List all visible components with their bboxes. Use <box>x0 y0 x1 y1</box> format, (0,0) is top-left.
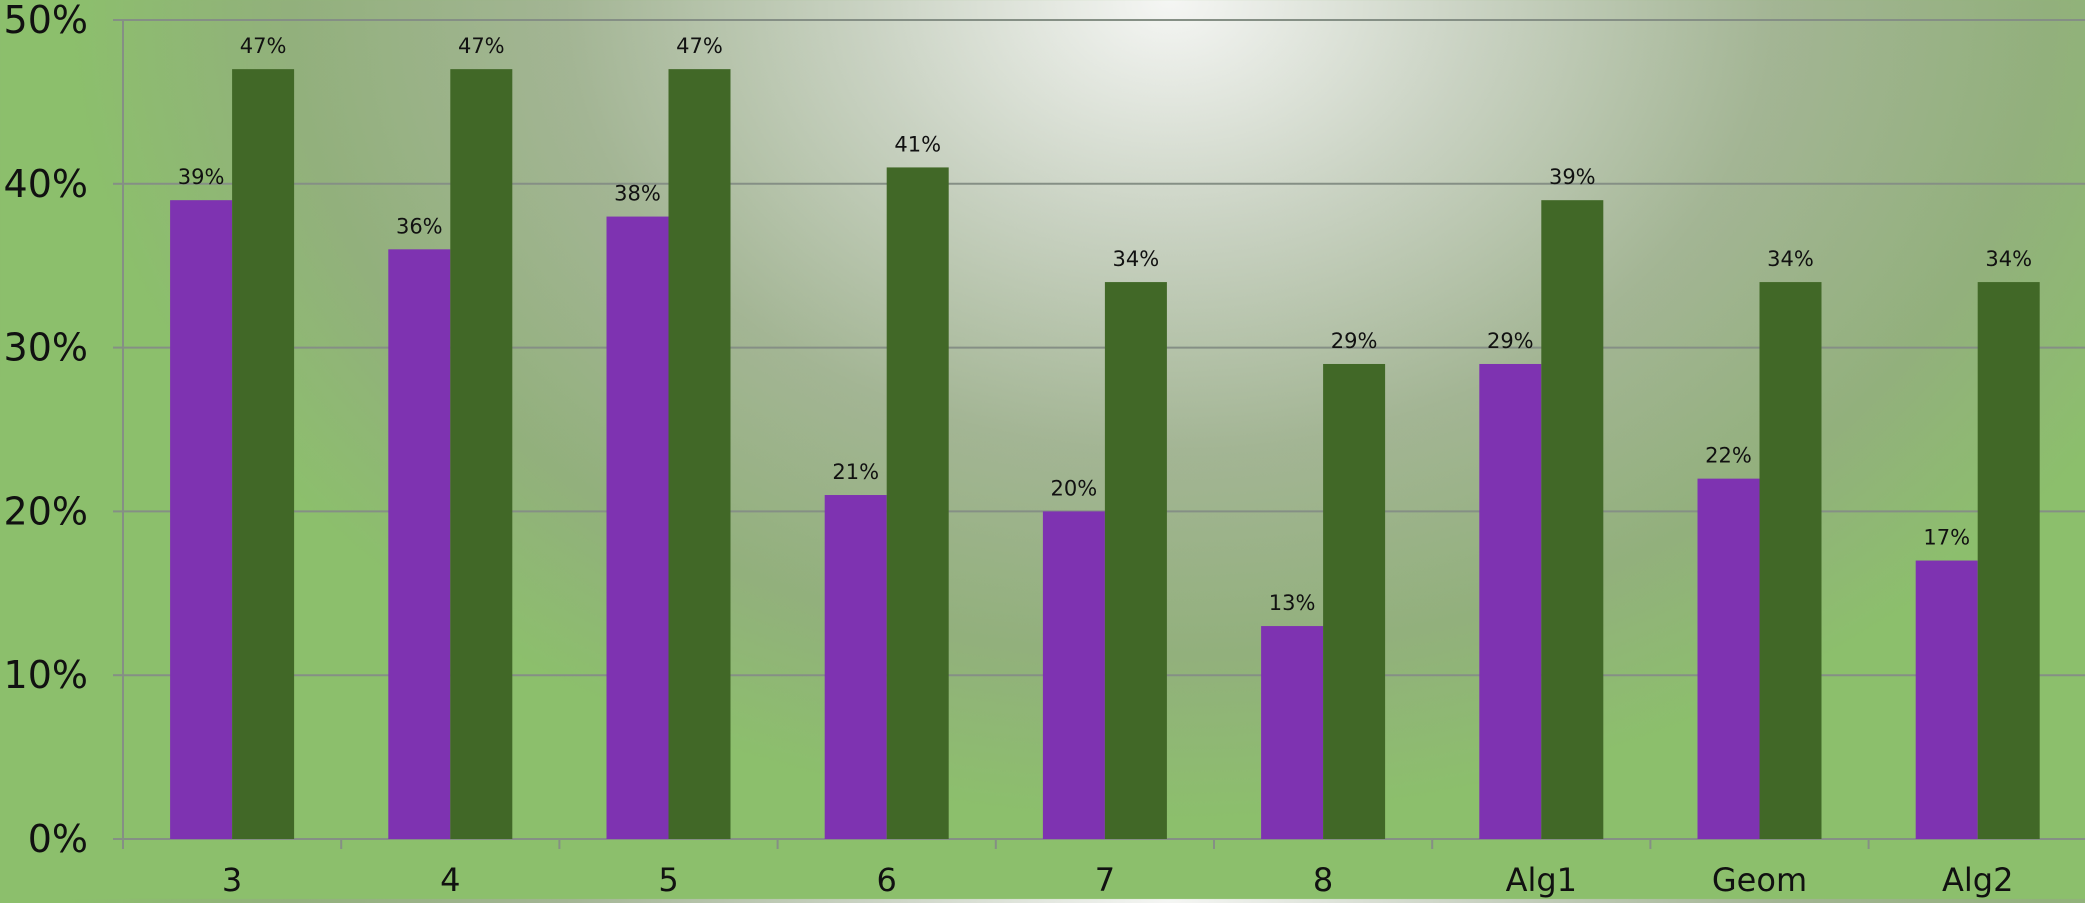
labels: 0% 10% 20% 30% 40% 50% 39% 47% 3 36% 47% 4 38% 47% 5 21… <box>4 0 2033 899</box>
bars <box>170 69 2040 840</box>
bar-series2-3 <box>886 167 949 840</box>
bar-series2-8 <box>1977 282 2040 840</box>
data-label: 13% <box>1269 591 1316 615</box>
y-tick-label: 50% <box>4 0 88 42</box>
data-label: 41% <box>894 132 941 156</box>
data-label: 39% <box>178 165 225 189</box>
data-label: 47% <box>676 34 723 58</box>
data-label: 20% <box>1051 476 1098 500</box>
bar-series1-5 <box>1261 626 1324 839</box>
x-tick-label: Alg2 <box>1942 861 2013 899</box>
bar-series2-4 <box>1104 282 1167 840</box>
y-tick-label: 20% <box>4 489 88 533</box>
data-label: 34% <box>1985 247 2032 271</box>
x-tick-label: 6 <box>877 861 897 899</box>
axes <box>113 19 1870 849</box>
data-label: 17% <box>1923 526 1970 550</box>
x-tick-label: Geom <box>1712 861 1807 899</box>
data-label: 47% <box>458 34 505 58</box>
data-label: 29% <box>1487 329 1534 353</box>
bar-series1-1 <box>388 249 451 839</box>
data-label: 38% <box>614 182 661 206</box>
bar-series1-6 <box>1479 363 1542 839</box>
x-tick-label: Alg1 <box>1506 861 1577 899</box>
data-label: 29% <box>1331 329 1378 353</box>
data-label: 47% <box>240 34 287 58</box>
bar-series2-0 <box>232 69 295 839</box>
bar-series1-0 <box>170 200 233 839</box>
data-label: 34% <box>1113 247 1160 271</box>
x-tick-label: 7 <box>1095 861 1115 899</box>
y-tick-label: 0% <box>28 817 88 861</box>
bar-series2-6 <box>1541 200 1604 839</box>
data-label: 36% <box>396 214 443 238</box>
data-label: 21% <box>832 460 879 484</box>
data-label: 22% <box>1705 444 1752 468</box>
data-label: 34% <box>1767 247 1814 271</box>
data-label: 39% <box>1549 165 1596 189</box>
y-tick-label: 40% <box>4 162 88 206</box>
bar-series1-4 <box>1042 511 1105 839</box>
bar-series1-3 <box>824 495 887 839</box>
bar-series1-8 <box>1915 560 1978 839</box>
bar-series2-5 <box>1323 363 1386 839</box>
y-tick-label: 30% <box>4 326 88 370</box>
bar-series2-1 <box>450 69 513 839</box>
y-tick-label: 10% <box>4 653 88 697</box>
bar-series1-2 <box>606 216 669 839</box>
bar-series2-7 <box>1759 282 1822 840</box>
x-tick-label: 5 <box>658 861 678 899</box>
bar-series2-2 <box>668 69 731 839</box>
x-tick-label: 8 <box>1313 861 1333 899</box>
x-tick-label: 4 <box>440 861 460 899</box>
bar-series1-7 <box>1697 478 1760 839</box>
x-tick-label: 3 <box>222 861 242 899</box>
